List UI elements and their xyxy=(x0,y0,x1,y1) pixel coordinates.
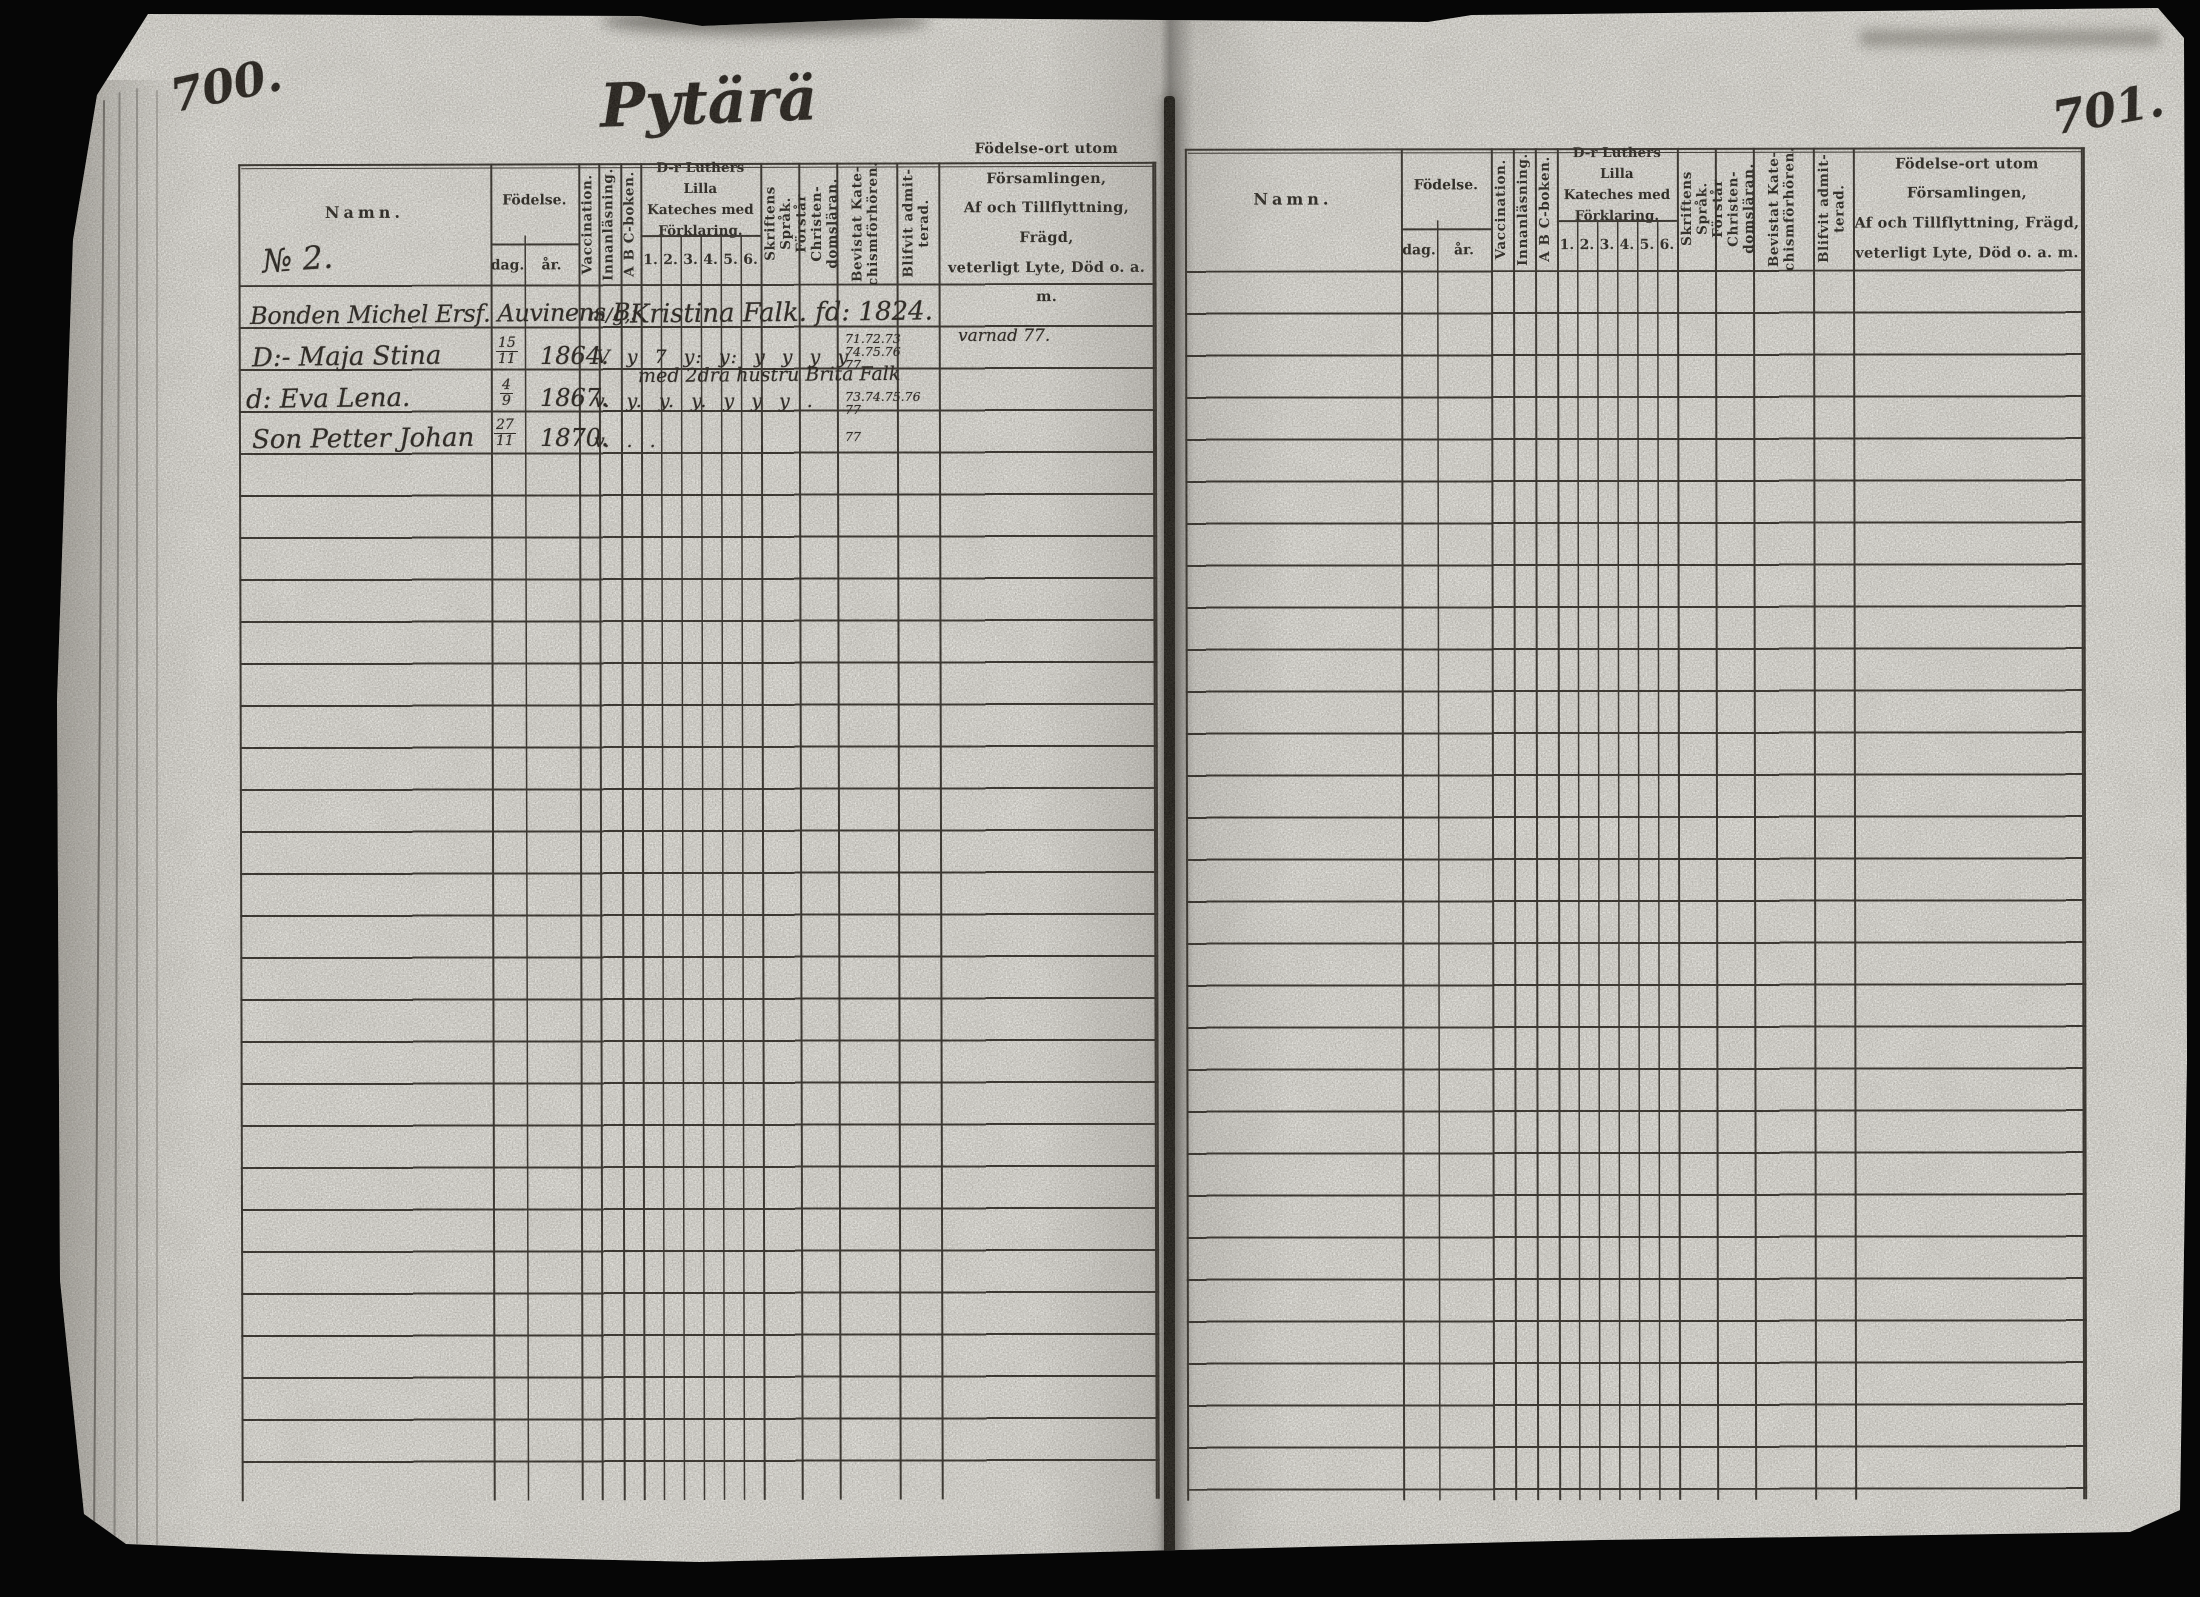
entry-name: D:- Maja Stina xyxy=(251,340,442,374)
header-fodelse-divider xyxy=(490,243,579,246)
table-vertical-rules xyxy=(1184,147,2088,1501)
entry-examination-marks: v. y. y. y. y y y . xyxy=(594,390,814,412)
header-kateches-numbers: 1. 2. 3. 4. 5. 6. xyxy=(1557,224,1677,266)
page-number-left: 700. xyxy=(165,46,287,124)
page-number-right: 701. xyxy=(2048,72,2168,146)
kateches-col-4: 4. xyxy=(703,251,718,268)
left-page-edge-shadow xyxy=(57,80,205,1560)
header-kateches-divider xyxy=(1556,219,1677,223)
header-bevistat-katechismforhoren: Bevistat Kate- chismförhören. xyxy=(1766,146,1799,271)
header-fodelse-divider xyxy=(1400,228,1491,231)
header-ar: år. xyxy=(1453,242,1475,259)
kateches-col-4: 4. xyxy=(1619,237,1635,254)
entry-examination-marks: v. . . xyxy=(594,430,657,452)
entry-name: Bonden Michel Ersf. Auvinens B: xyxy=(249,297,638,331)
kateches-col-2: 2. xyxy=(663,252,678,269)
header-namn: Namn. xyxy=(1253,189,1333,209)
book-spine xyxy=(1164,96,1175,1562)
page-title: Pytärä xyxy=(598,64,819,142)
header-bevistat-katechismforhoren: Bevistat Kate- chismförhören. xyxy=(849,161,882,286)
entry-bevistat-years: 77 xyxy=(845,429,861,444)
kateches-col-5: 5. xyxy=(723,251,738,268)
scan-smudge xyxy=(600,8,930,34)
entry-vaccination-note: m/g, xyxy=(588,304,631,326)
header-kateches: D-r Luthers Lilla Kateches med Förklarin… xyxy=(647,160,754,240)
header-kateches-numbers: 1. 2. 3. 4. 5. 6. xyxy=(640,239,760,281)
header-vaccination: Vaccination. xyxy=(579,174,596,275)
kateches-col-1: 1. xyxy=(1559,237,1575,254)
entry-bevistat-years: 73.74.75.76 77 xyxy=(845,389,921,418)
entry-remark: varnad 77. xyxy=(958,326,1051,346)
header-abc-boken: A B C-boken. xyxy=(1537,156,1554,263)
kateches-col-6: 6. xyxy=(1659,236,1675,253)
kateches-col-2: 2. xyxy=(1579,237,1595,254)
header-blifvit-admitterad: Blifvit admit- terad. xyxy=(1816,154,1848,264)
entry-name: Son Petter Johan xyxy=(251,422,475,456)
header-blifvit-admitterad: Blifvit admit- terad. xyxy=(900,168,933,279)
table-row-rules xyxy=(1185,269,2088,1491)
household-number: № 2. xyxy=(260,237,335,281)
census-table-right: Namn. Födelse. dag. år. Vaccination. Inn… xyxy=(1184,145,2088,1501)
header-vaccination: Vaccination. xyxy=(1493,159,1510,260)
header-ar: år. xyxy=(541,257,562,274)
kateches-col-1: 1. xyxy=(643,252,658,269)
kateches-col-3: 3. xyxy=(683,252,698,269)
header-dag: dag. xyxy=(490,257,525,274)
stacked-page-edge xyxy=(136,88,138,1544)
header-forstar-christendomslaran: Förstår Christen- domsläran. xyxy=(1709,163,1757,255)
stacked-page-edge xyxy=(156,90,158,1546)
header-fodelse: Födelse. xyxy=(502,192,567,209)
stacked-page-edge xyxy=(113,92,121,1542)
kateches-col-6: 6. xyxy=(743,251,758,268)
table-row-rules xyxy=(238,282,1160,1466)
header-remark: Födelse-ort utom Församlingen, Af och Ti… xyxy=(1854,154,2080,262)
entry-birth-date: 15 11 xyxy=(496,335,518,367)
header-dag: dag. xyxy=(1402,242,1436,259)
header-kateches: D-r Luthers Lilla Kateches med Förklarin… xyxy=(1563,145,1671,225)
header-namn: Namn. xyxy=(324,202,404,222)
header-kateches-divider xyxy=(640,234,761,238)
entry-name: d: Eva Lena. xyxy=(245,382,411,416)
table-subcolumn-rules xyxy=(1184,219,2088,1501)
stacked-page-edge xyxy=(92,100,106,1540)
header-fodelse: Födelse. xyxy=(1413,177,1478,194)
entry-spouse-note: Kristina Falk. fd: 1824. xyxy=(629,296,934,330)
kateches-col-5: 5. xyxy=(1639,236,1655,253)
kateches-col-3: 3. xyxy=(1599,237,1615,254)
header-abc-boken: A B C-boken. xyxy=(621,171,638,278)
header-innanlasning: Innanläsning. xyxy=(1515,152,1532,266)
header-innanlasning: Innanläsning. xyxy=(600,167,617,281)
entry-birth-date: 27 11 xyxy=(494,417,516,449)
scan-smudge xyxy=(1860,30,2160,46)
header-remark: Födelse-ort utom Församlingen, Af och Ti… xyxy=(947,139,1146,306)
header-forstar-christendomslaran: Förstår Christen- domsläran. xyxy=(793,178,841,269)
second-wife-annotation: med 2dra hustru Brita Falk xyxy=(637,362,901,388)
entry-birth-date: 4 9 xyxy=(500,377,513,409)
